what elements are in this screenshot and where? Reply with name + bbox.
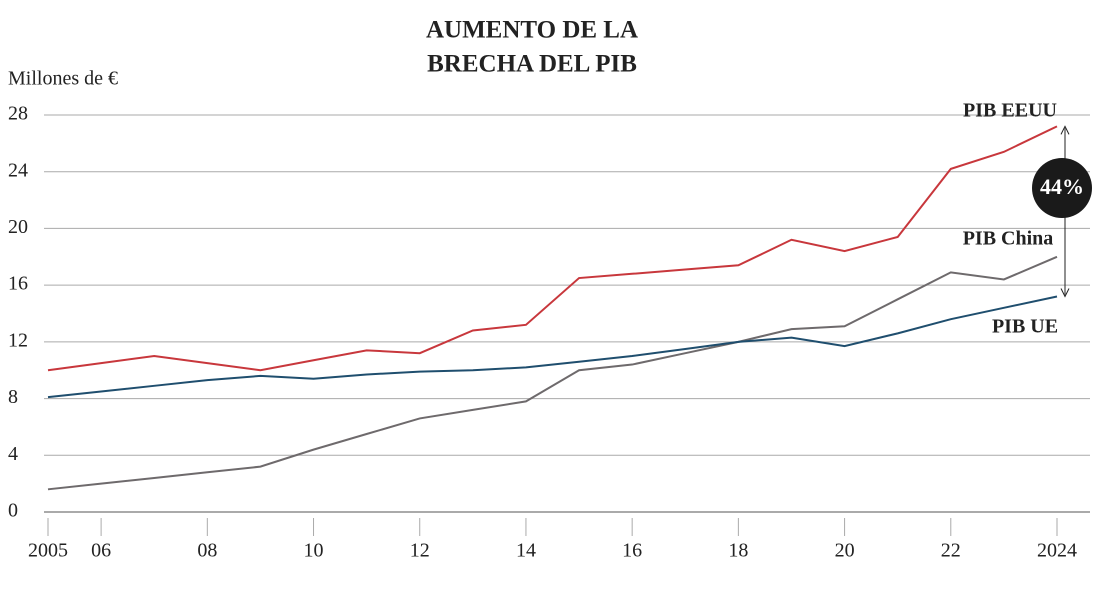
x-tick-label: 12 (410, 540, 430, 562)
series-line (47, 125, 1058, 372)
x-tick-label: 10 (304, 540, 324, 562)
chart-title: AUMENTO DE LA (426, 17, 638, 44)
y-tick-label: 8 (8, 386, 18, 408)
annotation-badge (1032, 158, 1092, 218)
annotation: 44% (1040, 174, 1084, 199)
y-tick-label: 0 (8, 500, 18, 522)
chart-title: BRECHA DEL PIB (427, 51, 637, 78)
x-tick-label: 20 (835, 540, 855, 562)
y-tick-label: 4 (8, 443, 18, 465)
x-tick-label: 16 (622, 540, 642, 562)
series-line (47, 295, 1058, 399)
y-tick-label: 16 (8, 273, 28, 295)
series-label: PIB EEUU (963, 100, 1057, 122)
y-tick-label: 28 (8, 103, 28, 125)
y-tick-label: 12 (8, 329, 28, 351)
series-label: PIB UE (992, 316, 1058, 338)
x-tick-label: 22 (941, 540, 961, 562)
arrow-head (1060, 125, 1070, 135)
arrow-head (1060, 288, 1070, 298)
series-line (47, 255, 1058, 491)
x-tick-label: 18 (728, 540, 748, 562)
x-tick-label: 08 (197, 540, 217, 562)
x-tick-label: 14 (516, 540, 536, 562)
y-tick-label: 20 (8, 216, 28, 238)
x-tick-label: 2024 (1037, 540, 1077, 562)
x-tick-label: 2005 (28, 540, 68, 562)
y-tick-label: 24 (8, 159, 28, 181)
x-tick-label: 06 (91, 540, 111, 562)
series-label: PIB China (963, 228, 1054, 250)
y-axis-label: Millones de € (8, 68, 118, 90)
